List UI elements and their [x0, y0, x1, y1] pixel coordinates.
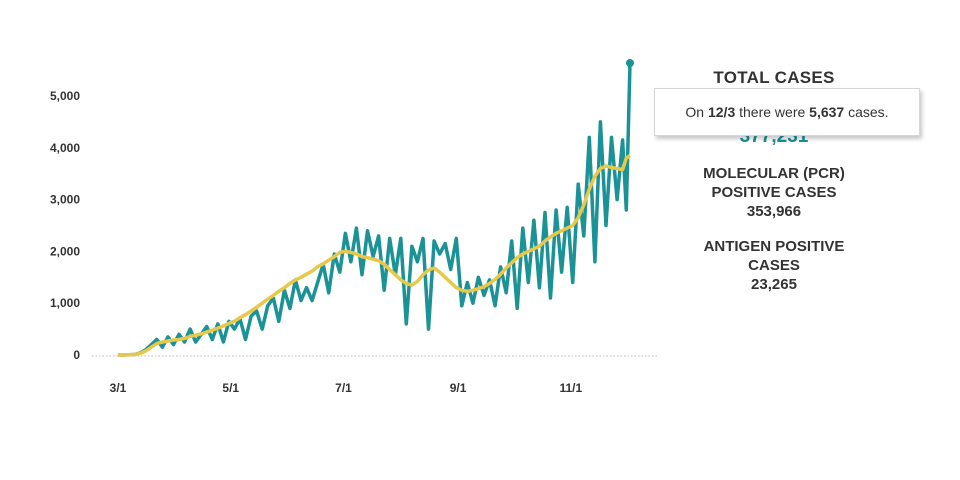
x-tick-label: 11/1: [560, 381, 583, 395]
hover-point-marker[interactable]: [626, 59, 634, 67]
x-axis: 3/1 5/1 7/1 9/1 11/1: [110, 381, 583, 395]
tooltip-middle: there were: [735, 104, 810, 120]
x-tick-label: 3/1: [110, 381, 127, 395]
x-tick-label: 7/1: [335, 381, 352, 395]
y-tick-label: 1,000: [50, 296, 80, 310]
tooltip-suffix: cases.: [844, 104, 889, 120]
molecular-label-line-2: POSITIVE CASES: [711, 184, 837, 201]
antigen-label-line-2: CASES: [748, 257, 800, 274]
total-cases-title: TOTAL CASES: [713, 68, 835, 87]
hover-tooltip: On 12/3 there were 5,637 cases.: [654, 88, 920, 136]
seven-day-average-line[interactable]: [118, 154, 632, 357]
antigen-label: ANTIGEN POSITIVE CASES: [672, 237, 876, 275]
tooltip-date: 12/3: [707, 104, 736, 120]
antigen-value: 23,265: [751, 276, 797, 293]
y-tick-label: 0: [73, 348, 80, 362]
tooltip-value: 5,637: [809, 104, 845, 120]
daily-cases-line[interactable]: [118, 62, 632, 357]
y-tick-label: 4,000: [50, 141, 80, 155]
y-axis: 0 1,000 2,000 3,000 4,000 5,000: [50, 89, 80, 362]
molecular-label-line-1: MOLECULAR (PCR): [703, 165, 845, 182]
tooltip-prefix: On: [685, 104, 708, 120]
molecular-label: MOLECULAR (PCR) POSITIVE CASES: [672, 164, 876, 202]
molecular-value: 353,966: [746, 203, 802, 220]
x-tick-label: 9/1: [450, 381, 467, 395]
y-tick-label: 3,000: [50, 193, 80, 207]
x-tick-label: 5/1: [222, 381, 239, 395]
y-tick-label: 2,000: [50, 244, 80, 258]
antigen-label-line-1: ANTIGEN POSITIVE: [703, 238, 845, 255]
y-tick-label: 5,000: [50, 89, 80, 103]
